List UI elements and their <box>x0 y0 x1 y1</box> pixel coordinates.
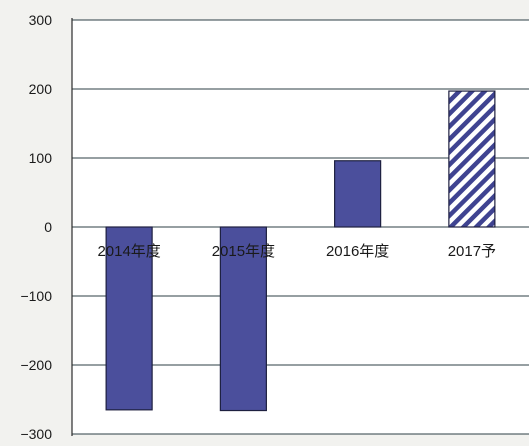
x-tick-label: 2015年度 <box>212 243 275 260</box>
x-tick-label: 2017予 <box>448 243 496 260</box>
y-tick-labels: 300 200 100 0 −100 −200 −300 <box>20 12 53 442</box>
y-tick-label: −100 <box>20 288 52 304</box>
y-tick-label: −300 <box>20 426 52 441</box>
y-tick-label: 300 <box>29 12 53 28</box>
y-tick-label: −200 <box>20 357 52 373</box>
bar-2 <box>219 226 267 412</box>
bar-3 <box>334 160 382 228</box>
x-tick-label: 2014年度 <box>97 243 160 260</box>
y-tick-label: 100 <box>29 150 53 166</box>
bar-1 <box>105 226 153 411</box>
y-tick-label: 0 <box>44 219 52 235</box>
y-tick-label: 200 <box>29 81 53 97</box>
bar-4 <box>448 90 496 228</box>
bars <box>105 90 496 412</box>
x-tick-label: 2016年度 <box>326 243 389 260</box>
x-tick-labels: 2014年度 2015年度 2016年度 2017予 <box>97 243 496 260</box>
